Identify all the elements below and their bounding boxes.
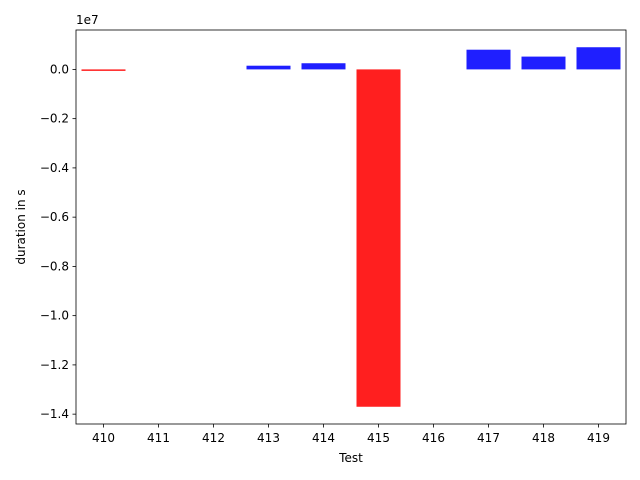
y-tick-label: −1.0 <box>40 309 69 323</box>
bar-415 <box>356 69 401 407</box>
x-tick-label: 413 <box>257 431 280 445</box>
bar-414 <box>301 63 346 70</box>
y-axis-offset-text: 1e7 <box>76 13 99 27</box>
y-tick-label: −1.2 <box>40 358 69 372</box>
x-tick-label: 415 <box>367 431 390 445</box>
x-tick-label: 410 <box>92 431 115 445</box>
x-tick-label: 412 <box>202 431 225 445</box>
x-tick-label: 416 <box>422 431 445 445</box>
x-tick-label: 418 <box>532 431 555 445</box>
y-tick-label: −0.8 <box>40 259 69 273</box>
y-tick-label: 0.0 <box>50 62 69 76</box>
y-tick-label: −0.4 <box>40 161 69 175</box>
x-tick-label: 414 <box>312 431 335 445</box>
y-axis-label: duration in s <box>14 189 28 264</box>
y-axis-ticks: 0.0 −0.2 −0.4 −0.6 −0.8 −1.0 −1.2 −1.4 <box>40 62 76 421</box>
x-axis-label: Test <box>338 451 363 465</box>
bar-418 <box>521 56 566 70</box>
y-tick-label: −1.4 <box>40 407 69 421</box>
y-tick-label: −0.6 <box>40 210 69 224</box>
bar-417 <box>466 49 511 70</box>
x-axis-ticks: 410 411 412 413 414 415 416 417 418 419 <box>92 424 610 445</box>
x-tick-label: 411 <box>147 431 170 445</box>
bar-410 <box>81 69 126 71</box>
y-tick-label: −0.2 <box>40 112 69 126</box>
bar-413 <box>246 65 291 70</box>
axes-frame <box>75 29 627 425</box>
x-tick-label: 417 <box>477 431 500 445</box>
bar-419 <box>576 47 621 70</box>
x-tick-label: 419 <box>587 431 610 445</box>
bars-group <box>81 47 621 407</box>
